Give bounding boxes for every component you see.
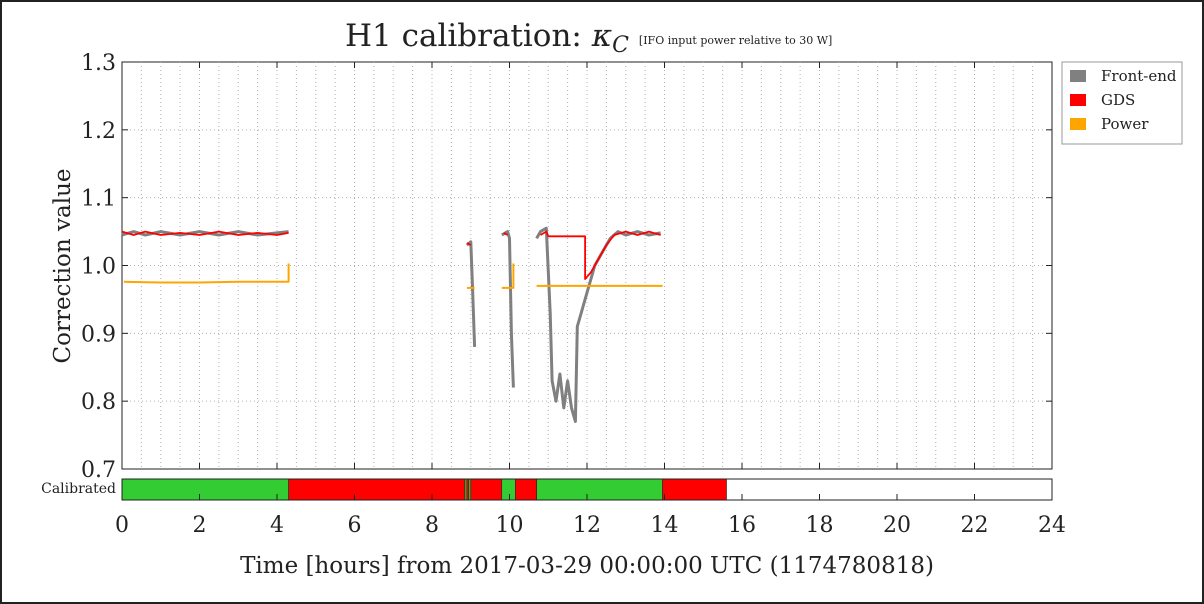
series-line-front-end	[501, 230, 515, 388]
chart-title: H1 calibration: κC [IFO input power relat…	[345, 18, 832, 58]
series-line-power	[501, 263, 515, 289]
x-tick-label: 0	[115, 513, 129, 538]
x-tick-label: 14	[651, 513, 679, 538]
series-line-gds	[466, 242, 472, 246]
calibrated-segment-no	[515, 478, 537, 501]
series-line-gds	[503, 232, 509, 236]
y-tick-label: 1.0	[81, 255, 116, 280]
chart-title-main: H1 calibration:	[345, 18, 592, 54]
legend-swatch	[1070, 94, 1086, 106]
legend-label: GDS	[1101, 91, 1135, 109]
grid-lines	[122, 62, 1052, 469]
calibrated-segment-yes	[121, 478, 289, 501]
calibrated-label: Calibrated	[41, 481, 116, 497]
x-tick-label: 4	[270, 513, 284, 538]
x-tick-label: 16	[728, 513, 756, 538]
calibrated-segment-yes	[501, 478, 516, 501]
legend-label: Front-end	[1101, 67, 1177, 85]
series-line-gds	[540, 230, 661, 280]
legend: Front-end GDS Power	[1061, 61, 1183, 145]
y-axis: 0.7 0.8 0.9 1.0 1.1 1.2 1.3	[81, 51, 1052, 483]
x-axis-label: Time [hours] from 2017-03-29 00:00:00 UT…	[240, 553, 934, 579]
x-tick-label: 18	[806, 513, 834, 538]
chart-title-subscript: C	[612, 33, 629, 58]
calibrated-segment-no	[662, 478, 727, 501]
x-tick-label: 8	[425, 513, 439, 538]
series-line-gds	[121, 230, 289, 236]
series-line-power	[123, 263, 290, 284]
x-tick-label: 10	[496, 513, 524, 538]
x-tick-label: 24	[1038, 513, 1066, 538]
x-tick-label: 12	[573, 513, 601, 538]
x-tick-label: 22	[961, 513, 989, 538]
legend-label: Power	[1101, 115, 1149, 133]
calibrated-bar	[121, 478, 727, 501]
y-tick-label: 1.3	[81, 51, 116, 76]
x-tick-label: 20	[883, 513, 911, 538]
x-tick-label: 2	[193, 513, 207, 538]
y-tick-label: 0.9	[81, 322, 116, 347]
calibrated-segment-no	[470, 478, 503, 501]
y-axis-label: Correction value	[50, 169, 76, 364]
calibrated-segment-no	[288, 478, 466, 501]
x-tick-label: 6	[348, 513, 362, 538]
calibrated-segment-yes	[536, 478, 663, 501]
y-tick-label: 1.2	[81, 119, 116, 144]
x-axis: 0 2 4 6 8 10 12 14 16 18 20 22 24	[115, 62, 1066, 538]
legend-swatch	[1070, 118, 1086, 130]
plot-area: 0.7 0.8 0.9 1.0 1.1 1.2 1.3	[81, 51, 1053, 483]
chart-title-note: [IFO input power relative to 30 W]	[639, 34, 832, 47]
y-tick-label: 1.1	[81, 187, 116, 212]
chart-title-symbol: κ	[591, 18, 612, 54]
y-tick-label: 0.8	[81, 390, 116, 415]
series-layer	[121, 226, 663, 423]
legend-swatch	[1070, 70, 1086, 82]
y-tick-label: 0.7	[81, 458, 116, 483]
